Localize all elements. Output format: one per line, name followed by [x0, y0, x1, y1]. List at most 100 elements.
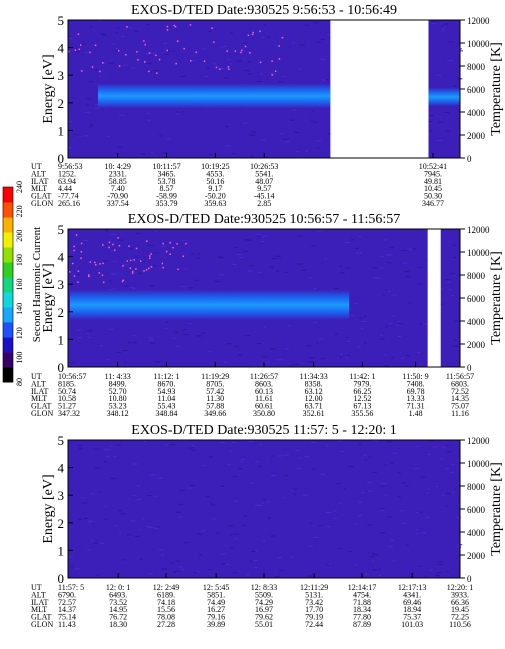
y2-axis-label: Temperature [K]	[489, 462, 504, 555]
table-cell: 11:42: 1	[349, 372, 375, 381]
table-cell: 69.78	[407, 387, 425, 396]
table-cell: 6189.	[157, 590, 175, 599]
colorbar-frame	[2, 186, 14, 383]
table-cell: 51.27	[58, 402, 76, 411]
colorbar-segment	[3, 322, 13, 338]
table-cell: 14.95	[109, 605, 127, 614]
table-cell: 67.13	[353, 402, 371, 411]
y2-tick-label: 0	[467, 154, 472, 164]
table-cell: -70.90	[107, 192, 128, 201]
y2-tick-label: 8000	[467, 271, 486, 281]
table-cell: 12: 0: 1	[106, 583, 130, 592]
colorbar-tick-label: 240	[15, 181, 24, 193]
high-energy-noise	[68, 24, 284, 76]
table-cell: 12:17:13	[398, 583, 426, 592]
table-cell: 14.37	[58, 605, 76, 614]
table-cell: 11: 4:33	[105, 372, 131, 381]
table-cell: 9.17	[208, 184, 222, 193]
y-axis-left: 0 1 2 3 4 5 Energy [eV]	[41, 433, 73, 586]
colorbar-segment	[3, 217, 13, 233]
table-cell: 12: 5:45	[203, 583, 229, 592]
table-cell: 9:56:53	[58, 162, 82, 171]
table-cell: 12.00	[305, 394, 323, 403]
colorbar-segment	[3, 277, 13, 293]
table-cell: 18.30	[109, 620, 127, 629]
y2-tick-label: 6000	[467, 85, 486, 95]
table-cell: 5131.	[305, 590, 323, 599]
y-tick-label: 3	[58, 277, 65, 292]
table-cell: 10:56:57	[58, 372, 86, 381]
table-cell: 10.80	[109, 394, 127, 403]
table-cell: 4341.	[403, 590, 421, 599]
table-cell: 8358.	[305, 379, 323, 388]
table-cell: 6803.	[451, 379, 469, 388]
table-cell: 2.85	[257, 199, 271, 208]
table-cell: 8.57	[160, 184, 174, 193]
table-cell: 69.46	[403, 598, 421, 607]
table-cell: 76.72	[109, 613, 127, 622]
table-cell: -50.20	[205, 192, 226, 201]
table-cell: 54.93	[157, 387, 175, 396]
colorbar-tick-label: 220	[15, 205, 24, 217]
colorbar-segment	[3, 262, 13, 278]
row-label-ut: UT	[31, 372, 42, 381]
table-cell: 52.70	[109, 387, 127, 396]
table-cell: 10:52:41	[419, 162, 447, 171]
table-cell: 11:57: 5	[58, 583, 84, 592]
y-tick-label: 5	[58, 433, 65, 448]
table-cell: 10:19:25	[201, 162, 229, 171]
colorbar-label: Second Harmonic Current	[31, 227, 43, 342]
table-cell: 7408.	[407, 379, 425, 388]
row-label-mlt: MLT	[31, 184, 47, 193]
table-cell: 3933.	[451, 590, 469, 599]
table-cell: 72.44	[305, 620, 323, 629]
table-cell: 73.42	[305, 598, 323, 607]
y-tick-label: 2	[58, 516, 65, 531]
table-cell: 55.01	[255, 620, 273, 629]
y-axis-label: Energy [eV]	[41, 54, 56, 123]
table-cell: 75.37	[403, 613, 421, 622]
table-cell: 11.16	[451, 409, 469, 418]
table-cell: 71.31	[407, 402, 425, 411]
table-cell: 12:20: 1	[447, 583, 473, 592]
y-tick-label: 4	[58, 250, 65, 265]
table-cell: 53.23	[109, 402, 127, 411]
table-cell: 58.85	[109, 177, 127, 186]
y-tick-label: 0	[58, 360, 65, 375]
y-tick-label: 0	[58, 571, 65, 586]
table-cell: 53.78	[158, 177, 176, 186]
table-cell: 17.70	[305, 605, 323, 614]
table-cell: 60.61	[255, 402, 273, 411]
table-cell: 63.71	[305, 402, 323, 411]
table-cell: 1.48	[409, 409, 423, 418]
colorbar-segment	[3, 232, 13, 248]
y2-tick-label: 10000	[467, 248, 490, 258]
y2-tick-label: 4000	[467, 317, 486, 327]
table-cell: 72.25	[451, 613, 469, 622]
colorbar-tick-label: 80	[15, 378, 24, 386]
row-label-alt: ALT	[31, 379, 46, 388]
table-cell: 77.80	[353, 613, 371, 622]
x-axis	[67, 362, 461, 367]
table-cell: 348.12	[107, 409, 129, 418]
y2-tick-label: 4000	[467, 528, 486, 538]
y-tick-label: 4	[58, 461, 65, 476]
data-gap	[427, 228, 441, 368]
y2-tick-label: 0	[467, 574, 472, 584]
table-cell: 18.34	[353, 605, 371, 614]
table-cell: 50.30	[424, 192, 442, 201]
colorbar-tick-label: 200	[15, 230, 24, 242]
table-cell: 4754.	[353, 590, 371, 599]
row-label-glat: GLAT	[31, 192, 52, 201]
table-cell: 11:26:57	[250, 372, 278, 381]
y2-tick-label: 12000	[467, 225, 490, 235]
row-label-ilat: ILAT	[31, 598, 48, 607]
table-cell: 63.94	[58, 177, 76, 186]
x-axis	[67, 573, 461, 578]
emission-band	[98, 83, 331, 109]
table-cell: 12:11:29	[300, 583, 328, 592]
y2-axis-label: Temperature [K]	[489, 251, 504, 344]
table-cell: 355.56	[351, 409, 373, 418]
y2-tick-label: 2000	[467, 551, 486, 561]
